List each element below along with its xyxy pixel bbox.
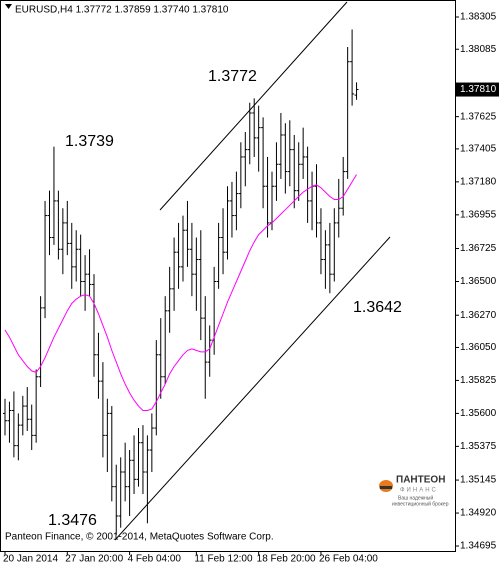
y-tick-label: 1.35145: [460, 475, 497, 486]
y-tick-label: 1.36500: [460, 276, 497, 287]
collapse-arrow: [5, 4, 12, 9]
y-tick-label: 1.35825: [460, 375, 497, 386]
channel-lower: [114, 236, 391, 541]
y-tick-label: 1.36955: [460, 209, 497, 220]
last-price-label: 1.37810: [460, 84, 497, 95]
y-tick-label: 1.36050: [460, 342, 497, 353]
y-tick-label: 1.36270: [460, 310, 497, 321]
logo-slogan: инвестиционный брокер: [392, 500, 449, 507]
y-tick-label: 1.36725: [460, 243, 497, 254]
price-bars: [3, 29, 359, 536]
moving-average: [4, 174, 357, 411]
annotation: 1.3739: [65, 133, 114, 150]
y-tick-label: 1.34920: [460, 508, 497, 519]
y-tick-label: 1.37180: [460, 176, 497, 187]
x-tick-label: 26 Feb 04:00: [319, 554, 378, 565]
x-tick-label: 18 Feb 20:00: [257, 554, 316, 565]
logo-name: ПАНТЕОН: [396, 475, 445, 486]
y-tick-label: 1.37625: [460, 111, 497, 122]
annotation: 1.3642: [353, 299, 402, 316]
y-tick-label: 1.38085: [460, 44, 497, 55]
annotation: 1.3476: [48, 512, 97, 529]
annotation: 1.3772: [208, 68, 257, 85]
y-tick-label: 1.34695: [460, 541, 497, 552]
channel-upper: [159, 1, 348, 211]
chart-title: EURUSD,H4 1.37772 1.37859 1.37740 1.3781…: [15, 5, 229, 16]
x-tick-label: 20 Jan 2014: [3, 554, 58, 565]
logo-sub: ФИНАНС: [400, 488, 438, 494]
x-tick-label: 4 Feb 04:00: [128, 554, 182, 565]
y-tick-label: 1.35600: [460, 408, 497, 419]
y-tick-label: 1.37405: [460, 144, 497, 155]
y-tick-label: 1.35375: [460, 441, 497, 452]
footer: Panteon Finance, © 2001-2014, MetaQuotes…: [5, 532, 274, 543]
last-price-box: [456, 82, 499, 97]
y-tick-label: 1.38305: [460, 12, 497, 23]
x-tick-label: 11 Feb 12:00: [194, 554, 253, 565]
logo-icon-base: [380, 486, 392, 489]
x-tick-label: 27 Jan 20:00: [65, 554, 123, 565]
logo: ПАНТЕОН ФИНАНС Ваш надежный инвестиционн…: [379, 475, 449, 507]
logo-slogan: Ваш надежный: [398, 494, 433, 501]
